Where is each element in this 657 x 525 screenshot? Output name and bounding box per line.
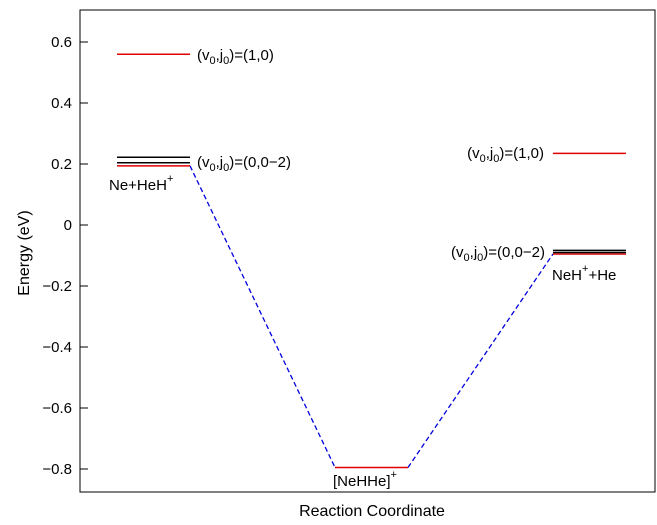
y-tick-label: 0.2 xyxy=(51,156,72,173)
reactant-species-label: Ne+HeH+ xyxy=(109,173,173,194)
product-species-label: NeH++He xyxy=(552,263,616,284)
y-tick-label: −0.8 xyxy=(42,461,72,478)
product-lower-label: (v0,j0)=(0,0−2) xyxy=(451,244,545,264)
x-axis-title: Reaction Coordinate xyxy=(299,503,445,520)
y-axis-title: Energy (eV) xyxy=(16,210,33,295)
y-tick-label: 0.4 xyxy=(51,95,72,112)
connector-line xyxy=(407,253,554,468)
y-tick-label: −0.6 xyxy=(42,400,72,417)
y-tick-label: 0.6 xyxy=(51,34,72,51)
energy-levels xyxy=(117,53,626,469)
connector-lines xyxy=(189,165,554,468)
y-tick-label: −0.4 xyxy=(42,339,72,356)
product-upper-label: (v0,j0)=(1,0) xyxy=(467,145,544,165)
connector-line xyxy=(189,165,336,468)
plot-frame xyxy=(79,9,656,493)
reactant-upper-label: (v0,j0)=(1,0) xyxy=(197,47,274,67)
y-tick-label: 0 xyxy=(64,217,72,234)
reactant-lower-label: (v0,j0)=(0,0−2) xyxy=(197,154,291,174)
y-axis-ticks: 0.6 0.4 0.2 0 −0.2 −0.4 −0.6 −0.8 xyxy=(42,34,88,478)
y-tick-label: −0.2 xyxy=(42,278,72,295)
complex-species-label: [NeHHe]+ xyxy=(333,469,397,490)
